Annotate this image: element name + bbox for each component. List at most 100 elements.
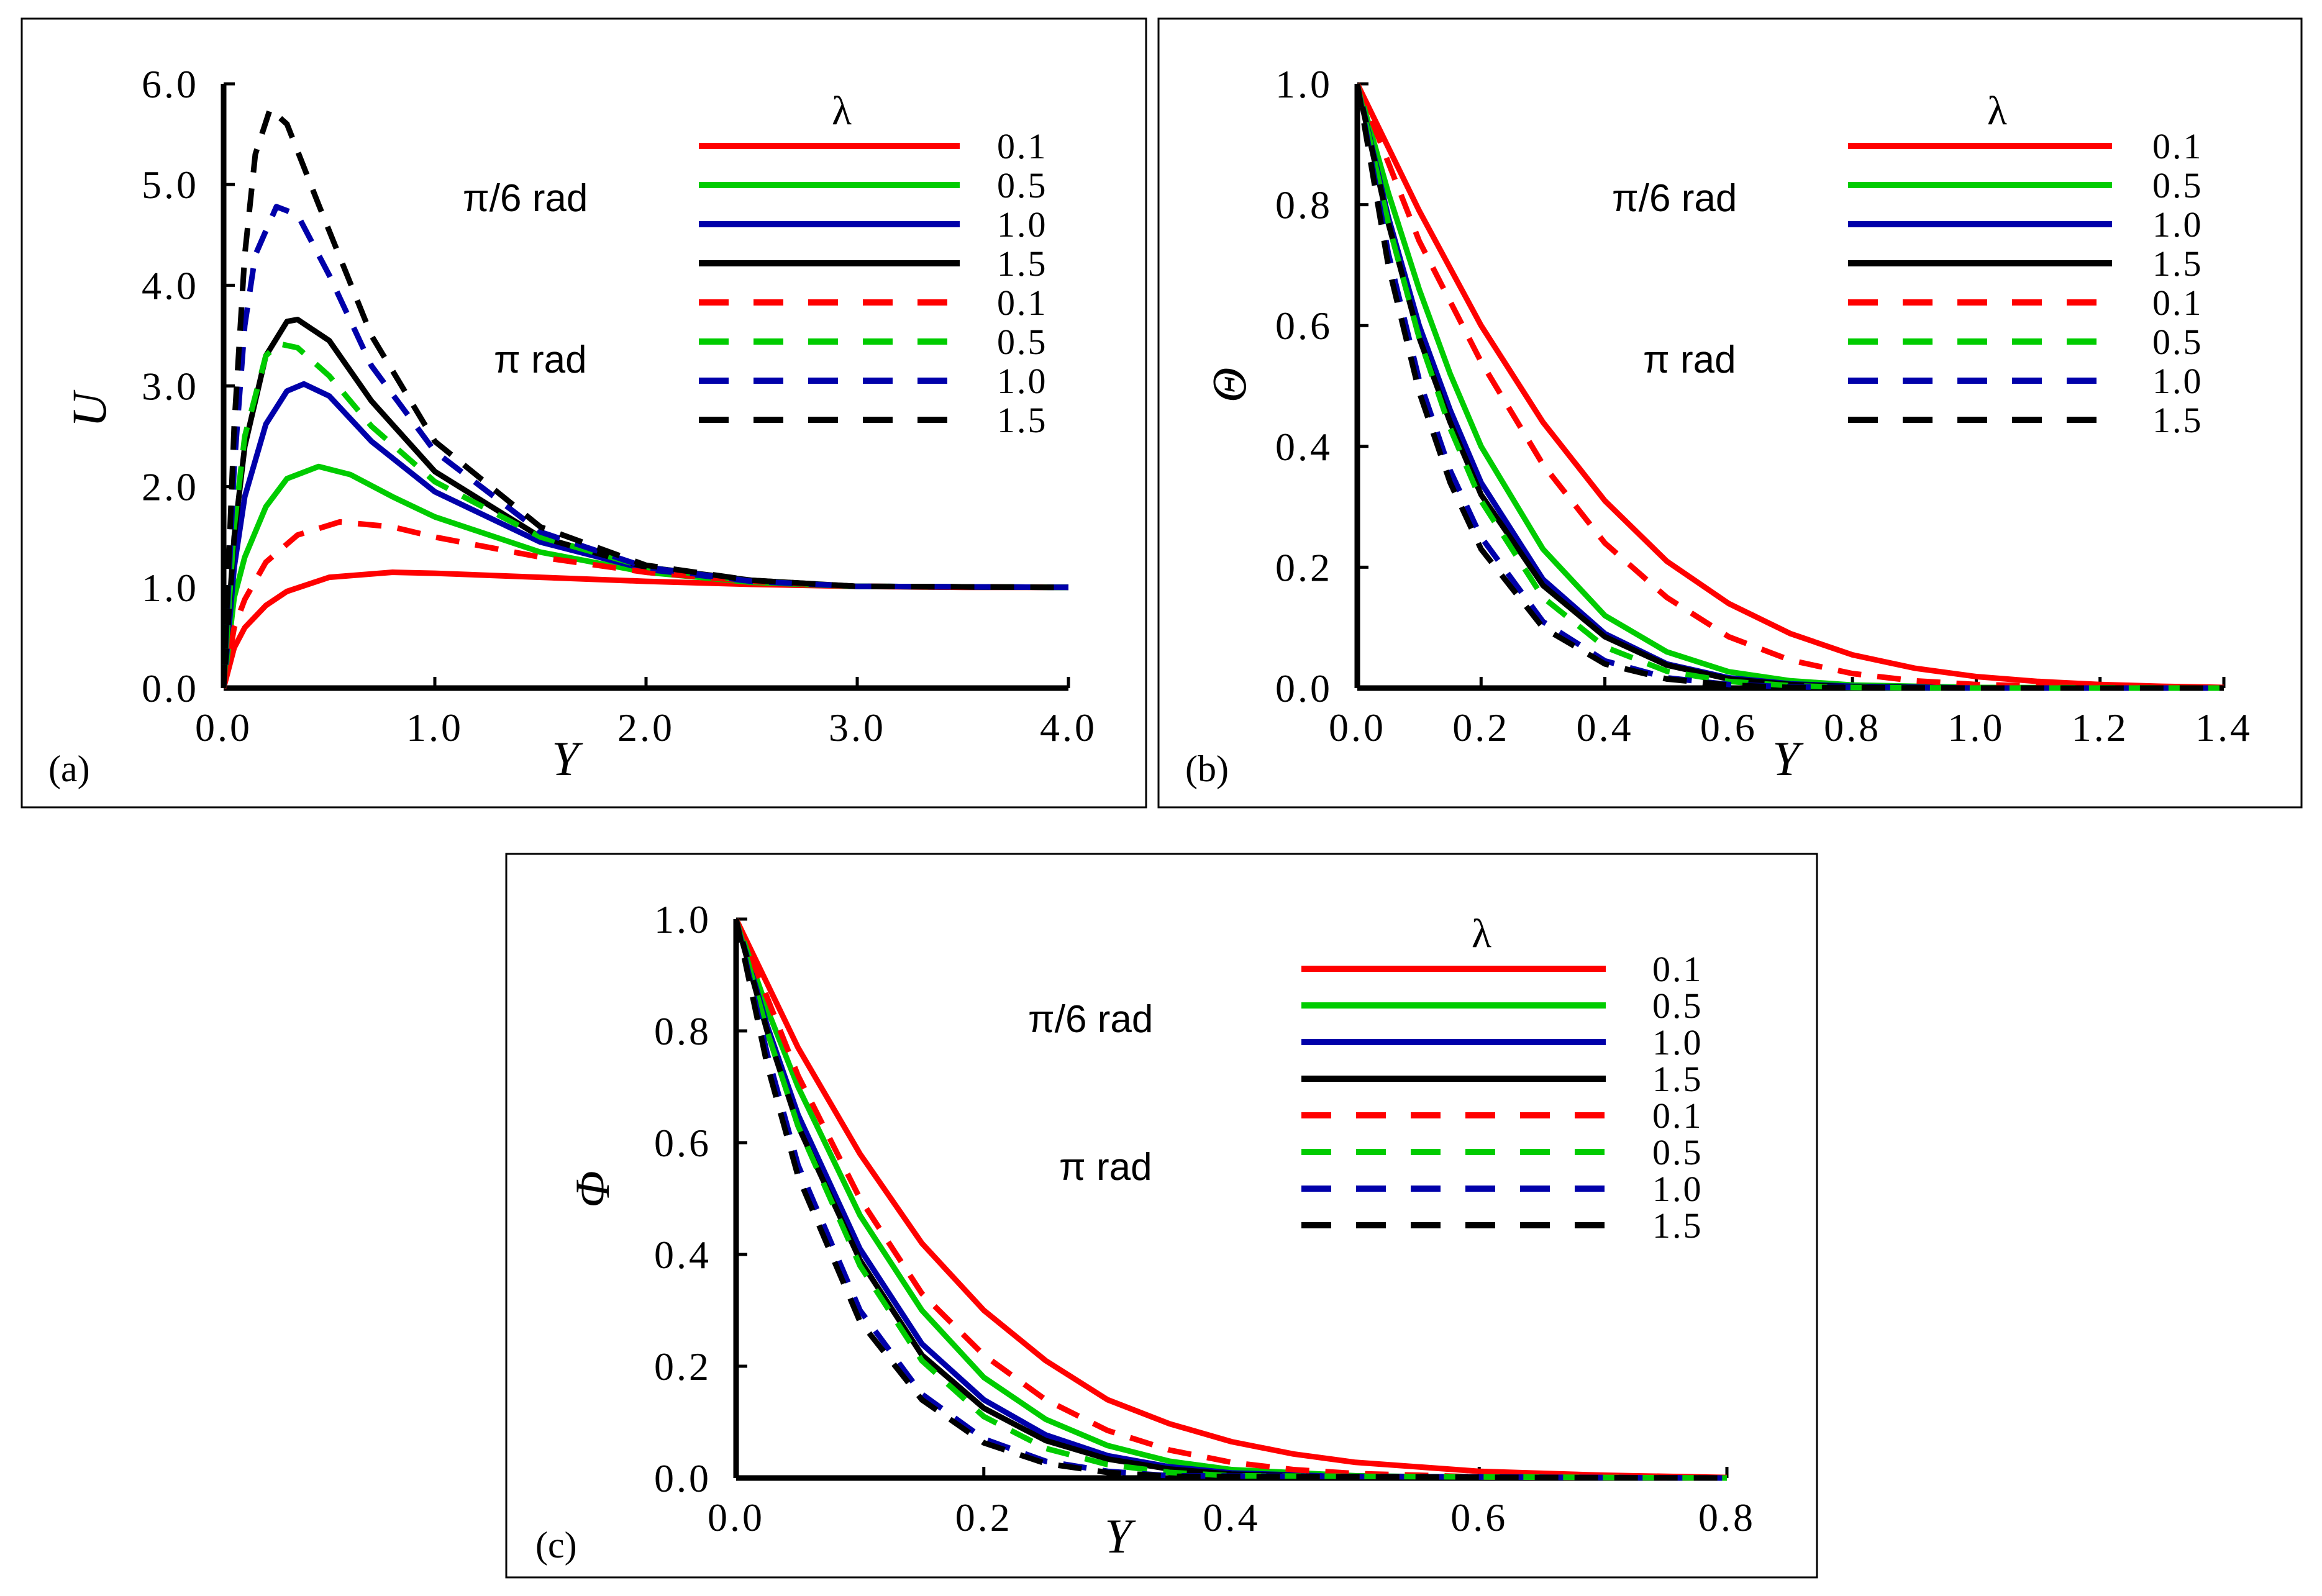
series-pi6-lambda-0.1	[733, 918, 1728, 1480]
y-tick-label: 0.6	[654, 1121, 711, 1165]
legend-label: 0.5	[1652, 1132, 1703, 1172]
panel-b-legend: 0.10.51.01.50.10.51.01.5	[1848, 126, 2203, 440]
legend-label: 1.0	[2152, 361, 2203, 401]
panel-a-annotation-pi: π rad	[494, 338, 587, 381]
legend-label: 0.1	[1652, 949, 1703, 989]
series-pi-lambda-1.5	[221, 106, 1069, 689]
x-axis-label: Y	[552, 732, 583, 786]
legend-label: 0.5	[997, 322, 1048, 362]
y-tick-label: 0.8	[1275, 183, 1332, 227]
series-pi-lambda-0.5	[1354, 83, 2224, 691]
legend-label: 1.0	[1652, 1022, 1703, 1063]
y-tick-label: 0.4	[654, 1233, 711, 1277]
y-tick-label: 4.0	[142, 263, 199, 307]
panel-c-legend-title: λ	[1472, 911, 1491, 956]
legend-label: 0.1	[997, 126, 1048, 166]
legend-label: 0.5	[2152, 322, 2203, 362]
x-tick-label: 1.0	[1947, 705, 2005, 750]
series-pi-lambda-0.1	[1354, 83, 2224, 691]
legend-label: 1.0	[997, 361, 1048, 401]
series-pi6-lambda-1.5	[1354, 83, 2224, 691]
x-tick-label: 4.0	[1040, 705, 1097, 750]
y-tick-label: 0.2	[1275, 545, 1332, 589]
y-tick-label: 1.0	[142, 566, 199, 610]
legend-label: 0.5	[1652, 986, 1703, 1026]
series-pi6-lambda-1.0	[221, 381, 1069, 689]
legend-label: 0.1	[2152, 126, 2203, 166]
panel-a-legend-title: λ	[832, 88, 852, 134]
panel-a: 0.0 1.0 2.0 3.0 4.0 0.0 1.0 2.0 3.0 4.0 5.0 6.0 Y U (…	[20, 17, 1147, 809]
series-pi-lambda-0.1	[733, 918, 1728, 1481]
legend-label: 0.1	[997, 283, 1048, 323]
y-tick-label: 0.0	[142, 666, 199, 710]
x-tick-label: 0.0	[195, 705, 252, 750]
y-tick-label: 0.8	[654, 1009, 711, 1053]
y-tick-label: 0.4	[1275, 425, 1332, 469]
x-tick-label: 0.2	[1452, 705, 1509, 750]
series-pi-lambda-1.5	[733, 918, 1728, 1481]
panel-a-label: (a)	[48, 748, 90, 789]
panel-b-annotation-pi6: π/6 rad	[1612, 177, 1737, 220]
legend-label: 1.0	[2152, 204, 2203, 245]
y-tick-label: 1.0	[654, 897, 711, 941]
panel-a-frame	[20, 17, 1147, 809]
legend-label: 0.1	[2152, 283, 2203, 323]
panel-c-legend: 0.10.51.01.50.10.51.01.5	[1301, 949, 1703, 1246]
panel-c-frame	[505, 853, 1818, 1579]
y-tick-label: 0.0	[654, 1456, 711, 1500]
series-pi-lambda-1.5	[1354, 83, 2224, 691]
x-tick-label: 0.6	[1450, 1495, 1508, 1539]
series-pi-lambda-0.5	[733, 918, 1728, 1481]
y-axis-label: Φ	[565, 1171, 619, 1207]
y-tick-label: 3.0	[142, 365, 199, 409]
y-tick-label: 1.0	[1275, 62, 1332, 106]
y-tick-label: 6.0	[142, 62, 199, 106]
panel-b-label: (b)	[1185, 748, 1229, 789]
legend-label: 1.5	[2152, 243, 2203, 284]
series-pi6-lambda-0.1	[1354, 83, 2224, 691]
x-tick-label: 0.8	[1824, 705, 1881, 750]
legend-label: 0.5	[997, 165, 1048, 206]
panel-b-annotation-pi: π rad	[1643, 338, 1736, 381]
x-tick-label: 0.2	[955, 1495, 1013, 1539]
legend-label: 1.5	[1652, 1059, 1703, 1099]
series-pi6-lambda-1.5	[221, 317, 1069, 689]
legend-label: 0.1	[1652, 1095, 1703, 1136]
legend-label: 1.5	[1652, 1205, 1703, 1246]
series-pi6-lambda-0.5	[1354, 83, 2224, 691]
panel-c-annotation-pi: π rad	[1059, 1146, 1152, 1189]
panel-a-plot: 0.0 1.0 2.0 3.0 4.0 0.0 1.0 2.0 3.0 4.0 5.0 6.0 Y U	[62, 62, 1097, 786]
x-tick-label: 0.0	[708, 1495, 765, 1539]
panel-b-legend-title: λ	[1987, 88, 2007, 134]
series-pi-lambda-0.1	[221, 519, 1069, 689]
panel-c-label: (c)	[535, 1525, 577, 1566]
panel-c-annotation-pi6: π/6 rad	[1028, 998, 1153, 1041]
series-pi-lambda-1.0	[1354, 83, 2224, 691]
y-tick-label: 0.0	[1275, 666, 1332, 710]
x-tick-label: 0.4	[1577, 705, 1634, 750]
series-pi-lambda-0.5	[221, 340, 1069, 689]
panel-b: 0.0 0.2 0.4 0.6 0.8 1.0 1.2 1.4 0.0 0.2 0.4 0.6 0.8 1…	[1157, 17, 2303, 809]
legend-label: 1.0	[997, 204, 1048, 245]
series-pi6-lambda-1.0	[1354, 83, 2224, 691]
x-tick-label: 3.0	[829, 705, 886, 750]
panel-b-frame	[1157, 17, 2303, 809]
y-axis-label: U	[62, 389, 116, 427]
x-tick-label: 1.2	[2072, 705, 2129, 750]
legend-label: 1.5	[997, 243, 1048, 284]
x-tick-label: 0.8	[1698, 1495, 1755, 1539]
legend-label: 1.0	[1652, 1169, 1703, 1209]
y-tick-label: 2.0	[142, 465, 199, 509]
y-tick-label: 0.2	[654, 1344, 711, 1389]
x-tick-label: 0.4	[1203, 1495, 1260, 1539]
panel-a-annotation-pi6: π/6 rad	[463, 177, 588, 220]
y-axis-label: Θ	[1202, 368, 1256, 402]
y-tick-label: 0.6	[1275, 304, 1332, 348]
x-tick-label: 0.6	[1700, 705, 1757, 750]
x-tick-label: 1.4	[2195, 705, 2252, 750]
x-tick-label: 1.0	[406, 705, 463, 750]
y-tick-label: 5.0	[142, 163, 199, 207]
x-tick-label: 2.0	[617, 705, 675, 750]
x-axis-label: Y	[1772, 732, 1804, 786]
